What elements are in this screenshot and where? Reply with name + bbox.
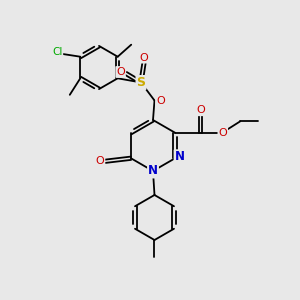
- Text: S: S: [136, 76, 146, 89]
- Text: O: O: [96, 156, 104, 166]
- Text: O: O: [218, 128, 227, 138]
- Text: Cl: Cl: [52, 47, 62, 57]
- Text: O: O: [140, 52, 148, 63]
- Text: O: O: [116, 67, 125, 77]
- Text: N: N: [148, 164, 158, 178]
- Text: O: O: [156, 95, 165, 106]
- Text: O: O: [197, 105, 206, 115]
- Text: N: N: [175, 150, 184, 163]
